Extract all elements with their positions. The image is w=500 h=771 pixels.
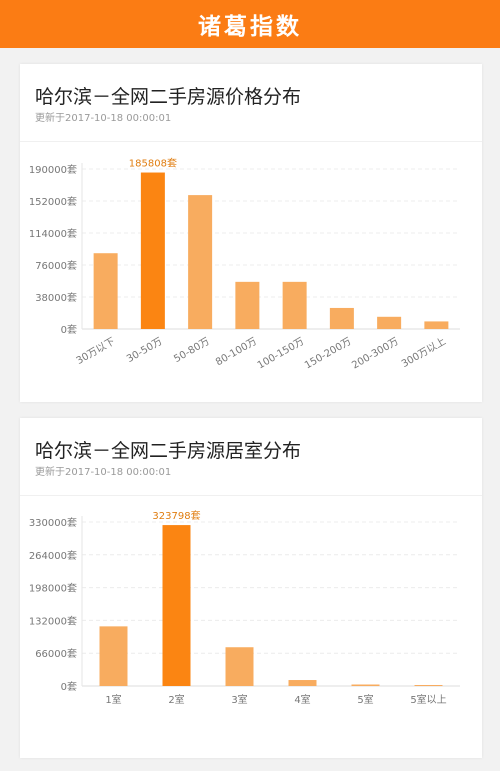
price-distribution-card: 哈尔滨－全网二手房源价格分布 更新于2017-10-18 00:00:01 0套… [20,64,482,402]
y-tick-label: 0套 [61,323,77,336]
y-tick-label: 114000套 [29,227,77,240]
x-tick-label: 1室 [105,693,121,706]
y-tick-label: 132000套 [29,614,77,627]
bar[interactable] [414,685,443,687]
bar[interactable] [140,172,165,329]
y-tick-label: 198000套 [29,582,77,595]
x-tick-label: 4室 [294,693,310,706]
x-tick-label: 150-200万 [303,336,353,371]
x-tick-label: 50-80万 [172,336,211,365]
x-tick-label: 200-300万 [350,336,400,371]
x-tick-label: 5室 [357,693,373,706]
bar[interactable] [351,684,380,686]
y-tick-label: 0套 [61,680,77,693]
y-tick-label: 152000套 [29,195,77,208]
x-tick-label: 300万以上 [399,335,448,370]
update-time: 更新于2017-10-18 00:00:01 [35,113,172,124]
x-tick-label: 5室以上 [410,693,446,706]
divider [20,495,482,496]
bar-value-label: 323798套 [152,509,200,522]
y-tick-label: 38000套 [35,291,77,304]
x-tick-label: 80-100万 [214,336,259,368]
bar[interactable] [225,647,254,686]
y-tick-label: 330000套 [29,516,77,529]
card-title: 哈尔滨－全网二手房源居室分布 [35,440,302,462]
x-tick-label: 30万以下 [75,336,118,367]
bar[interactable] [188,195,213,329]
x-tick-label: 2室 [168,693,184,706]
card-title: 哈尔滨－全网二手房源价格分布 [35,86,302,108]
x-tick-label: 3室 [231,693,247,706]
divider [20,141,482,142]
bar[interactable] [288,680,317,686]
room-bar-chart: 0套 66000套 132000套 198000套 264000套 330000套 1室 32… [29,509,460,706]
price-bar-chart: 0套 38000套 76000套 114000套 152000套 190000套 30万以下… [29,157,460,371]
app-title: 诸葛指数 [198,14,302,40]
x-tick-label: 100-150万 [256,336,306,371]
x-tick-label: 30-50万 [125,336,164,365]
bar[interactable] [377,316,402,329]
y-tick-label: 76000套 [35,259,77,272]
y-tick-label: 66000套 [35,647,77,660]
update-time: 更新于2017-10-18 00:00:01 [35,467,172,478]
room-distribution-card: 哈尔滨－全网二手房源居室分布 更新于2017-10-18 00:00:01 0套… [20,418,482,758]
bar[interactable] [282,281,307,329]
app-header: 诸葛指数 [0,0,500,48]
bar-value-label: 185808套 [129,157,177,170]
bar[interactable] [93,253,118,329]
y-tick-label: 190000套 [29,163,77,176]
bar[interactable] [99,626,128,686]
bar[interactable] [424,321,449,329]
bar[interactable] [329,307,354,329]
y-tick-label: 264000套 [29,549,77,562]
bar[interactable] [235,281,260,329]
bar[interactable] [162,525,191,686]
